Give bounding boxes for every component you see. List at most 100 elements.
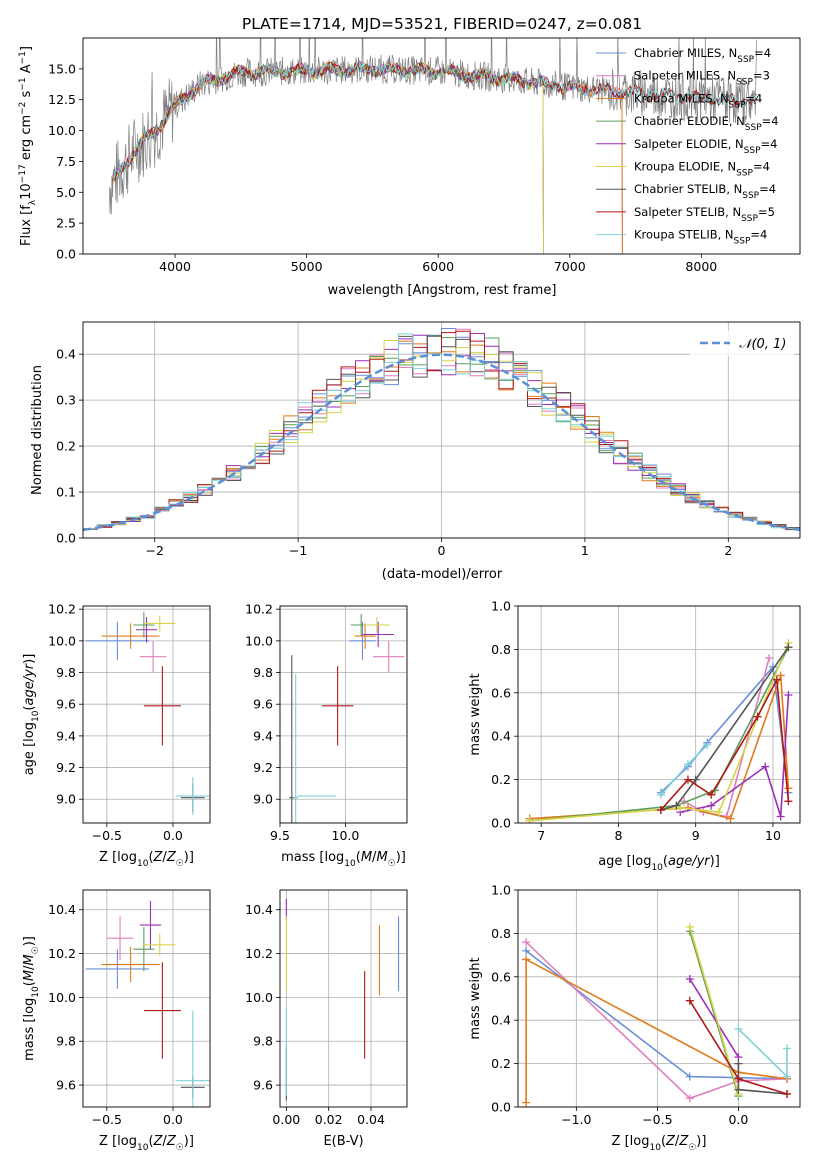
y-tick-label: 9.2 (56, 760, 76, 775)
y-tick-label: 9.8 (253, 665, 273, 680)
legend-label: Salpeter ELODIE, NSSP=4 (634, 137, 777, 156)
weight-marker (734, 1059, 743, 1068)
x-tick-label: 0.04 (357, 1112, 385, 1127)
model-line (111, 61, 757, 183)
x-tick-label: 8 (614, 828, 622, 843)
age-vs-mass-panel: 9.5 10.0 9.0 9.2 9.4 9.6 9.8 10.0 10.2 mass [log1… (245, 602, 408, 869)
y-tick-label: 10.2 (245, 602, 273, 617)
y-tick-label: 0.4 (56, 347, 76, 362)
weight-marker (784, 643, 793, 652)
weight-marker (685, 1094, 694, 1103)
x-axis-label: (data-model)/error (382, 567, 503, 582)
weight-line (525, 941, 788, 1100)
y-tick-label: 9.8 (56, 1034, 76, 1049)
axes-frame (279, 889, 408, 1108)
weight-marker (683, 760, 692, 769)
y-tick-label: 12.5 (48, 92, 76, 107)
figure-title: PLATE=1714, MJD=53521, FIBERID=0247, z=0… (242, 15, 642, 33)
normal-curve (83, 353, 800, 532)
weight-line (525, 958, 788, 1103)
weight-marker (783, 1044, 792, 1053)
legend-label: 𝒩(0, 1) (739, 337, 786, 352)
y-axis-label: mass weight (468, 957, 483, 1039)
x-tick-label: 9 (692, 828, 700, 843)
x-tick-label: 5000 (291, 259, 323, 274)
y-tick-label: 10.2 (48, 946, 76, 961)
y-tick-label: 10.0 (48, 990, 76, 1005)
y-tick-label: 9.4 (56, 728, 76, 743)
x-tick-label: 0.02 (315, 1112, 343, 1127)
x-tick-label: 6000 (422, 259, 454, 274)
axes-frame (82, 321, 801, 539)
axes-frame (82, 889, 211, 1108)
y-tick-label: 2.5 (56, 216, 76, 231)
weight-marker (522, 938, 531, 947)
y-tick-label: 0.8 (491, 926, 511, 941)
y-axis-label: Normed distribution (30, 365, 45, 495)
legend-label: Chabrier ELODIE, NSSP=4 (634, 114, 779, 133)
x-tick-label: −0.5 (642, 1112, 672, 1127)
weight-marker (761, 762, 770, 771)
y-tick-label: 10.0 (48, 633, 76, 648)
y-tick-label: 0.2 (491, 1056, 511, 1071)
error-bars (289, 613, 405, 823)
x-tick-label: 2 (724, 543, 732, 558)
age-vs-Z-panel: −0.5 0.0 9.0 9.2 9.4 9.6 9.8 10.0 10.2 Z [log10(Z… (22, 602, 211, 869)
weight-marker (765, 654, 774, 663)
x-tick-label: 10 (765, 828, 781, 843)
y-axis-label: age [log10(age/yr)] (22, 654, 41, 776)
error-bars (85, 612, 210, 816)
weight-marker (753, 712, 762, 721)
mass-vs-EBV-panel: 0.00 0.02 0.04 9.6 9.8 10.0 10.2 10.4 E(B-V) (245, 889, 408, 1149)
mass-vs-Z-panel: −0.5 0.0 9.6 9.8 10.0 10.2 10.4 Z [log10(Z/Z☉)]… (22, 889, 211, 1153)
y-tick-label: 9.6 (253, 1078, 273, 1093)
y-tick-label: 9.6 (253, 697, 273, 712)
axes-frame (82, 605, 211, 824)
y-tick-label: 10.0 (245, 633, 273, 648)
weight-marker (784, 784, 793, 793)
y-tick-label: 0.2 (491, 772, 511, 787)
x-tick-label: 10.0 (332, 828, 360, 843)
y-tick-label: 9.4 (253, 728, 273, 743)
axes-frame (517, 605, 801, 824)
legend-label: Kroupa ELODIE, NSSP=4 (634, 160, 770, 179)
weight-marker (707, 801, 716, 810)
y-tick-label: 1.0 (491, 883, 511, 898)
y-tick-label: 9.0 (253, 792, 273, 807)
x-axis-label: wavelength [Angstrom, rest frame] (328, 283, 557, 298)
weight-marker (525, 816, 534, 823)
axes-frame (82, 37, 801, 255)
x-tick-label: 0.0 (728, 1112, 748, 1127)
weight-line (529, 675, 790, 820)
weight-marker (522, 955, 531, 964)
x-axis-label: age [log10(age/yr)] (598, 854, 720, 873)
y-tick-label: 10.0 (245, 990, 273, 1005)
histogram-steps (83, 333, 800, 530)
y-tick-label: 0.1 (56, 485, 76, 500)
x-tick-label: 7 (537, 828, 545, 843)
legend-label: Chabrier MILES, NSSP=4 (634, 46, 771, 65)
spectrum-lines (108, 38, 757, 254)
axes-frame (517, 889, 801, 1108)
weight-vs-age-panel: 7 8 9 10 0.0 0.2 0.4 0.6 0.8 1.0 mass weight age [l… (468, 599, 801, 873)
y-tick-label: 0.8 (491, 642, 511, 657)
y-tick-label: 9.2 (253, 760, 273, 775)
y-tick-label: 9.6 (56, 697, 76, 712)
weight-marker (683, 775, 692, 784)
weight-vs-Z-panel: −1.0 −0.5 0.0 0.0 0.2 0.4 0.6 0.8 1.0 mass weight… (468, 883, 801, 1153)
weight-marker (522, 946, 531, 955)
weight-marker (685, 1072, 694, 1081)
y-axis-label: Flux [fλ10−17 erg cm−2 s−1 A−1] (18, 46, 38, 246)
weight-marker (685, 922, 694, 931)
weight-marker (776, 812, 785, 821)
y-tick-label: 9.0 (56, 792, 76, 807)
x-tick-label: 0.0 (163, 828, 183, 843)
y-axis-label: mass weight (468, 673, 483, 755)
weight-marker (734, 1024, 743, 1033)
residuals-panel: −2 −1 0 1 2 0.0 0.1 0.2 0.3 0.4 𝒩(0, 1) (data-model… (30, 321, 801, 582)
histograms (83, 328, 800, 532)
legend-label: Salpeter MILES, NSSP=3 (634, 69, 770, 88)
legend-label: Kroupa MILES, NSSP=4 (634, 91, 762, 110)
x-tick-label: 1 (581, 543, 589, 558)
